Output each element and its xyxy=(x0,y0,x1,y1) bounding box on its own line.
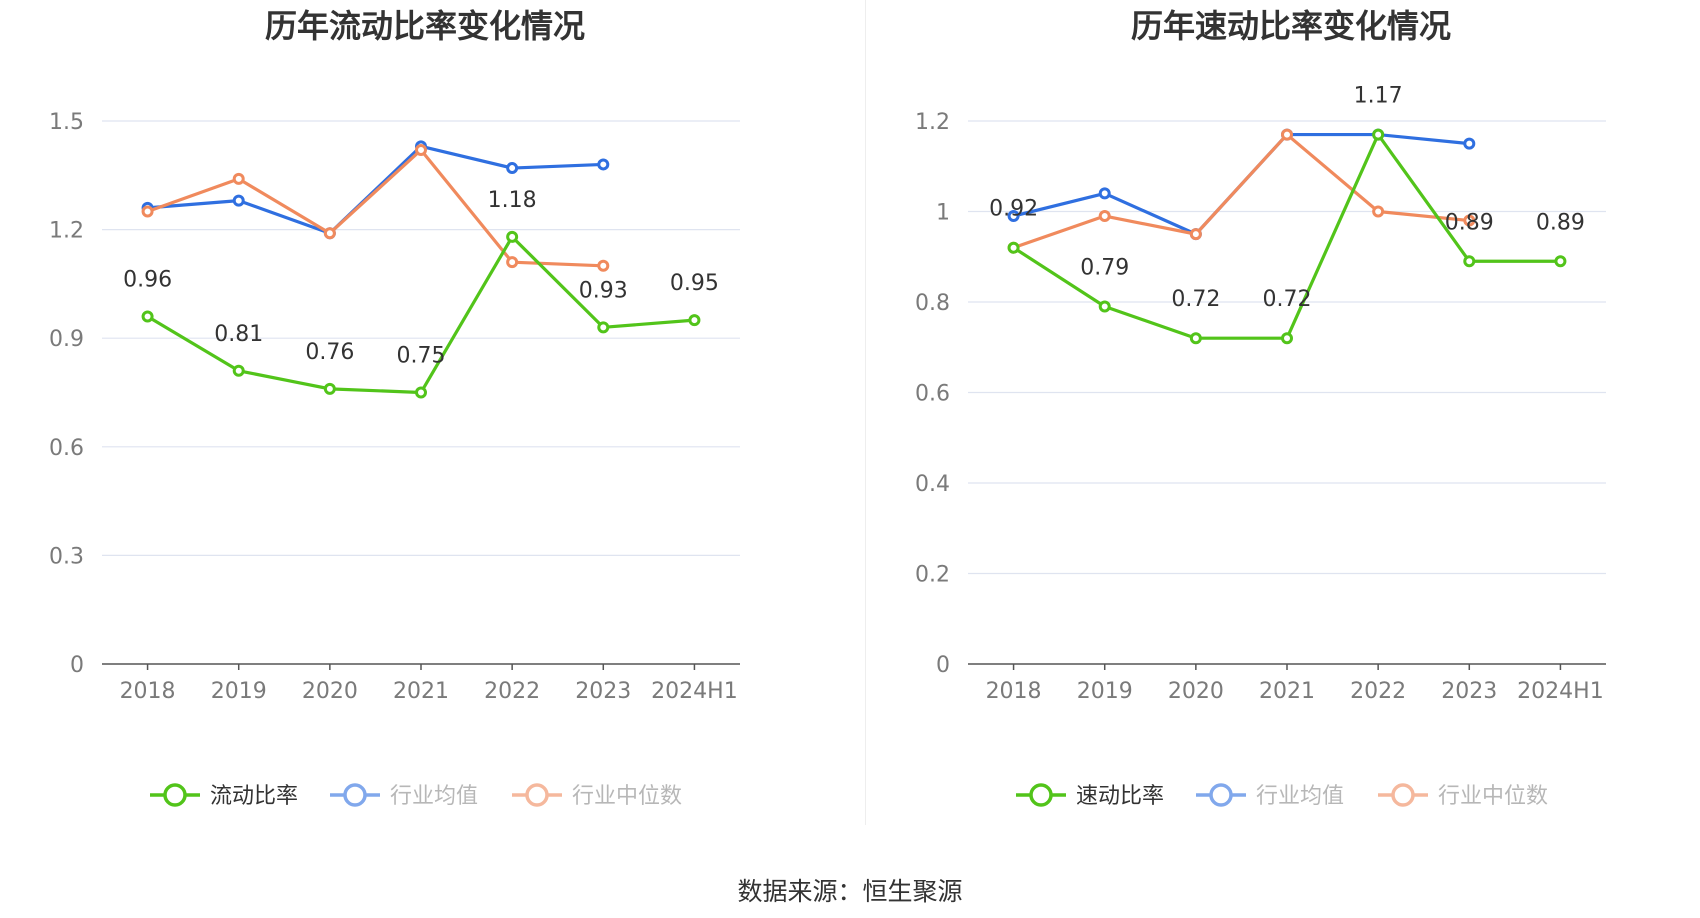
legend-item-avg[interactable]: 行业均值 xyxy=(1196,783,1344,809)
data-label: 0.72 xyxy=(1263,287,1312,312)
data-point-median[interactable] xyxy=(232,172,245,185)
data-point-current[interactable] xyxy=(1098,300,1111,313)
data-point-current[interactable] xyxy=(1281,332,1293,345)
x-tick-label: 2022 xyxy=(484,679,540,704)
data-label: 1.18 xyxy=(488,188,537,213)
y-tick-label: 0.9 xyxy=(49,327,84,352)
x-tick-label: 2020 xyxy=(302,679,358,704)
data-point-current[interactable] xyxy=(415,386,427,399)
chart-title: 历年速动比率变化情况 xyxy=(1131,7,1451,45)
x-tick-label: 2023 xyxy=(1441,679,1497,704)
data-label: 0.92 xyxy=(989,197,1038,222)
data-point-current[interactable] xyxy=(506,230,519,243)
legend-item-current[interactable]: 速动比率 xyxy=(1016,783,1164,809)
data-point-avg[interactable] xyxy=(1098,187,1111,200)
data-point-median[interactable] xyxy=(597,259,610,272)
legend-label: 速动比率 xyxy=(1076,784,1164,809)
y-tick-label: 0.6 xyxy=(49,436,84,461)
x-tick-label: 2024H1 xyxy=(1517,679,1604,704)
data-label: 0.93 xyxy=(579,278,628,303)
data-point-current[interactable] xyxy=(597,321,610,334)
data-point-median[interactable] xyxy=(1463,214,1476,227)
y-tick-label: 0 xyxy=(936,653,950,678)
y-tick-label: 1.2 xyxy=(49,219,84,244)
x-tick-label: 2019 xyxy=(1077,679,1133,704)
legend-item-median[interactable]: 行业中位数 xyxy=(1378,783,1548,809)
data-point-median[interactable] xyxy=(141,205,154,218)
current-ratio-chart: 历年流动比率变化情况 0 0.3 0.6 0.9 1.2 1.5 2018 2019 2020 20… xyxy=(49,7,740,809)
legend-label: 行业中位数 xyxy=(1438,784,1548,809)
legend-label: 行业均值 xyxy=(390,784,478,809)
series-line-current xyxy=(146,235,695,395)
data-source-note: 数据来源：恒生聚源 xyxy=(737,877,963,906)
y-tick-label: 0.4 xyxy=(915,472,950,497)
legend-item-current[interactable]: 流动比率 xyxy=(150,783,298,809)
data-label: 0.95 xyxy=(670,271,719,296)
data-point-avg[interactable] xyxy=(1007,210,1020,223)
quick-ratio-chart: 历年速动比率变化情况 0 0.2 0.4 0.6 0.8 1 1.2 2018 2019 2020 2… xyxy=(915,7,1606,809)
data-point-median[interactable] xyxy=(506,256,519,269)
quick-ratio-chart-panel: 历年速动比率变化情况 0 0.2 0.4 0.6 0.8 1 1.2 2018 2019 2020 2… xyxy=(866,0,1700,830)
y-tick-label: 0.6 xyxy=(915,382,950,407)
legend-item-avg[interactable]: 行业均值 xyxy=(330,783,478,809)
series-line-median xyxy=(1013,132,1470,250)
data-point-current[interactable] xyxy=(688,314,701,327)
data-label: 0.75 xyxy=(397,344,446,369)
data-point-median[interactable] xyxy=(1281,128,1293,141)
y-tick-label: 0.8 xyxy=(915,291,950,316)
data-point-median[interactable] xyxy=(415,143,427,156)
data-label: 0.76 xyxy=(305,340,354,365)
panel-divider xyxy=(865,0,866,825)
x-tick-label: 2021 xyxy=(393,679,449,704)
data-label: 0.72 xyxy=(1171,287,1220,312)
data-point-avg[interactable] xyxy=(232,194,245,207)
x-tick-label: 2024H1 xyxy=(651,679,738,704)
x-tick-label: 2022 xyxy=(1350,679,1406,704)
series-line-median xyxy=(147,148,604,268)
legend-label: 行业均值 xyxy=(1256,784,1344,809)
data-point-current[interactable] xyxy=(1007,241,1020,254)
data-point-current[interactable] xyxy=(1189,332,1202,345)
data-label: 0.89 xyxy=(1536,210,1585,235)
y-tick-label: 0.3 xyxy=(49,544,84,569)
data-point-avg[interactable] xyxy=(506,162,519,175)
chart-title: 历年流动比率变化情况 xyxy=(265,7,585,45)
x-tick-label: 2018 xyxy=(986,679,1042,704)
x-tick-label: 2023 xyxy=(575,679,631,704)
y-tick-label: 0 xyxy=(70,653,84,678)
y-tick-label: 0.2 xyxy=(915,563,950,588)
data-point-current[interactable] xyxy=(141,310,154,323)
x-tick-label: 2018 xyxy=(120,679,176,704)
data-point-median[interactable] xyxy=(1372,205,1385,218)
data-label: 1.17 xyxy=(1354,84,1403,109)
data-point-median[interactable] xyxy=(323,227,336,240)
data-label: 0.96 xyxy=(123,267,172,292)
legend-label: 行业中位数 xyxy=(572,784,682,809)
data-point-current[interactable] xyxy=(1463,255,1476,268)
data-point-avg[interactable] xyxy=(1463,137,1476,150)
data-point-median[interactable] xyxy=(1189,228,1202,241)
data-label: 0.89 xyxy=(1445,210,1494,235)
x-tick-label: 2019 xyxy=(211,679,267,704)
y-tick-label: 1.5 xyxy=(49,110,84,135)
legend-item-median[interactable]: 行业中位数 xyxy=(512,783,682,809)
data-point-current[interactable] xyxy=(1554,255,1567,268)
data-point-median[interactable] xyxy=(1098,210,1111,223)
y-tick-label: 1 xyxy=(936,201,950,226)
data-point-current[interactable] xyxy=(232,364,245,377)
legend-label: 流动比率 xyxy=(210,784,298,809)
data-label: 0.79 xyxy=(1080,256,1129,281)
x-tick-label: 2021 xyxy=(1259,679,1315,704)
x-tick-label: 2020 xyxy=(1168,679,1224,704)
data-point-avg[interactable] xyxy=(597,158,610,171)
data-label: 0.81 xyxy=(214,322,263,347)
data-point-current[interactable] xyxy=(323,382,336,395)
current-ratio-chart-panel: 历年流动比率变化情况 0 0.3 0.6 0.9 1.2 1.5 2018 2019 2020 20… xyxy=(0,0,850,830)
y-tick-label: 1.2 xyxy=(915,110,950,135)
data-point-current[interactable] xyxy=(1372,128,1385,141)
